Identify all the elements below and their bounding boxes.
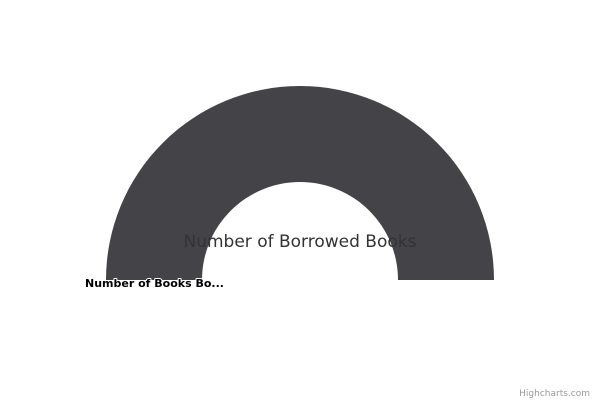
credits-link[interactable]: Highcharts.com [519,389,590,399]
pie-slice-0[interactable] [106,86,494,280]
data-label-0: Number of Books Bo... [85,277,224,290]
chart-title: Number of Borrowed Books [184,232,417,252]
labels-group: Number of Books Bo... [84,276,225,291]
slices-group [106,86,494,280]
